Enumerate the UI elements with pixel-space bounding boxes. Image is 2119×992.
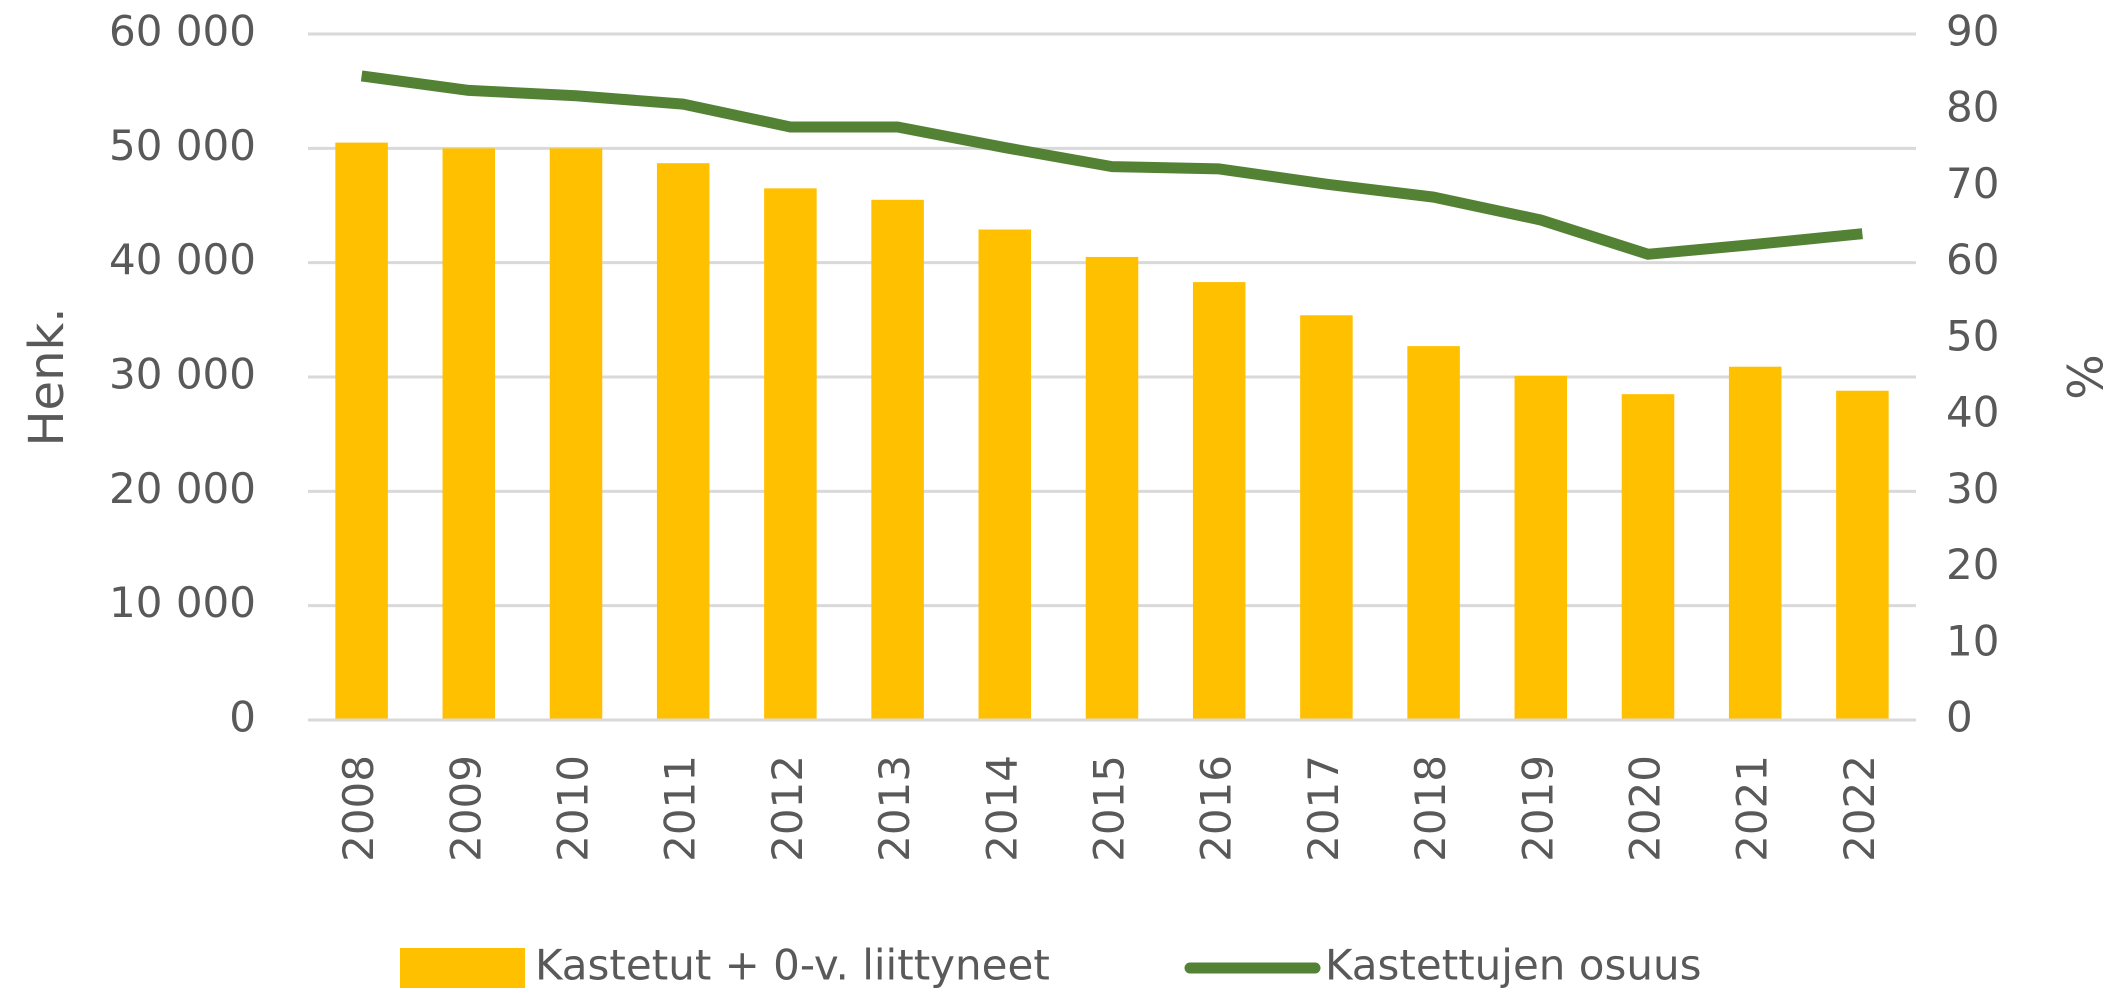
y2-tick-label: 0: [1946, 693, 1973, 742]
x-tick-label: 2017: [1299, 755, 1348, 862]
y2-tick-label: 60: [1946, 235, 1999, 284]
legend-swatch: [400, 948, 525, 988]
y2-axis-label: %: [2055, 354, 2111, 400]
x-tick-label: 2018: [1406, 755, 1455, 862]
bar: [656, 163, 710, 721]
bar: [978, 229, 1032, 720]
bar: [1728, 366, 1782, 720]
x-tick-label: 2013: [870, 755, 919, 862]
legend-label: Kastetut + 0-v. liittyneet: [535, 941, 1050, 990]
bar: [1085, 256, 1139, 720]
y2-tick-label: 20: [1946, 540, 1999, 589]
y2-tick-label: 90: [1946, 7, 1999, 56]
bar: [335, 142, 388, 720]
x-tick-label: 2012: [763, 755, 812, 862]
y2-tick-label: 40: [1946, 388, 1999, 437]
x-tick-label: 2010: [549, 755, 598, 862]
bar: [1836, 390, 1889, 720]
x-tick-label: 2015: [1085, 755, 1134, 862]
bar: [1514, 375, 1568, 720]
x-tick-label: 2020: [1621, 755, 1670, 862]
y-tick-label: 60 000: [109, 7, 256, 56]
y-axis-label: Henk.: [19, 307, 75, 446]
y-tick-label: 30 000: [109, 350, 256, 399]
bar: [1621, 394, 1675, 720]
x-tick-label: 2016: [1192, 755, 1241, 862]
x-tick-label: 2019: [1513, 755, 1562, 862]
y-tick-label: 20 000: [109, 464, 256, 513]
y2-tick-label: 10: [1946, 616, 1999, 665]
bar: [764, 188, 817, 721]
y-tick-label: 50 000: [109, 121, 256, 170]
bar: [1407, 346, 1460, 720]
x-tick-label: 2021: [1728, 755, 1777, 862]
bar: [1300, 315, 1353, 720]
x-tick-label: 2008: [334, 755, 383, 862]
line: [360, 70, 1863, 260]
x-tick-label: 2011: [656, 755, 705, 862]
x-tick-label: 2014: [977, 755, 1026, 862]
y2-tick-label: 70: [1946, 159, 1999, 208]
y2-tick-label: 30: [1946, 464, 1999, 513]
y2-tick-label: 80: [1946, 83, 1999, 132]
bar: [1192, 282, 1246, 720]
y2-tick-label: 50: [1946, 311, 1999, 360]
x-tick-label: 2009: [441, 755, 490, 862]
y-tick-label: 10 000: [109, 578, 256, 627]
legend-label: Kastettujen osuus: [1325, 941, 1701, 990]
bar: [871, 199, 924, 721]
y-tick-label: 40 000: [109, 235, 256, 284]
bar: [549, 148, 603, 721]
bar: [442, 148, 496, 721]
x-tick-label: 2022: [1835, 755, 1884, 862]
y-tick-label: 0: [229, 693, 256, 742]
